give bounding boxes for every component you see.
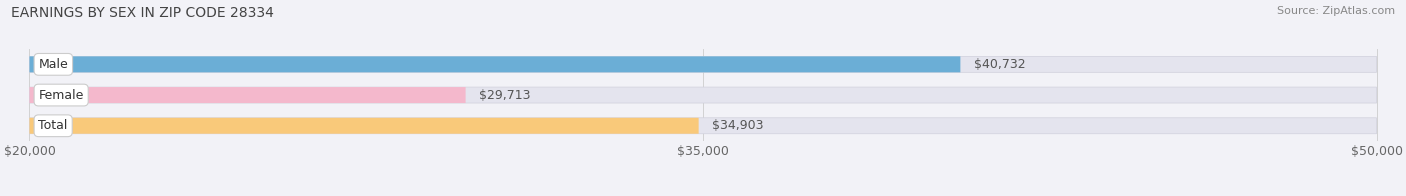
FancyBboxPatch shape xyxy=(30,87,465,103)
Text: EARNINGS BY SEX IN ZIP CODE 28334: EARNINGS BY SEX IN ZIP CODE 28334 xyxy=(11,6,274,20)
FancyBboxPatch shape xyxy=(30,87,1376,103)
FancyBboxPatch shape xyxy=(30,118,699,134)
Text: $40,732: $40,732 xyxy=(974,58,1025,71)
FancyBboxPatch shape xyxy=(30,56,1376,72)
Text: Source: ZipAtlas.com: Source: ZipAtlas.com xyxy=(1277,6,1395,16)
FancyBboxPatch shape xyxy=(30,118,1376,134)
Text: $29,713: $29,713 xyxy=(479,89,530,102)
Text: $34,903: $34,903 xyxy=(711,119,763,132)
FancyBboxPatch shape xyxy=(30,56,960,72)
Text: Male: Male xyxy=(38,58,69,71)
Text: Total: Total xyxy=(38,119,67,132)
Text: Female: Female xyxy=(38,89,84,102)
